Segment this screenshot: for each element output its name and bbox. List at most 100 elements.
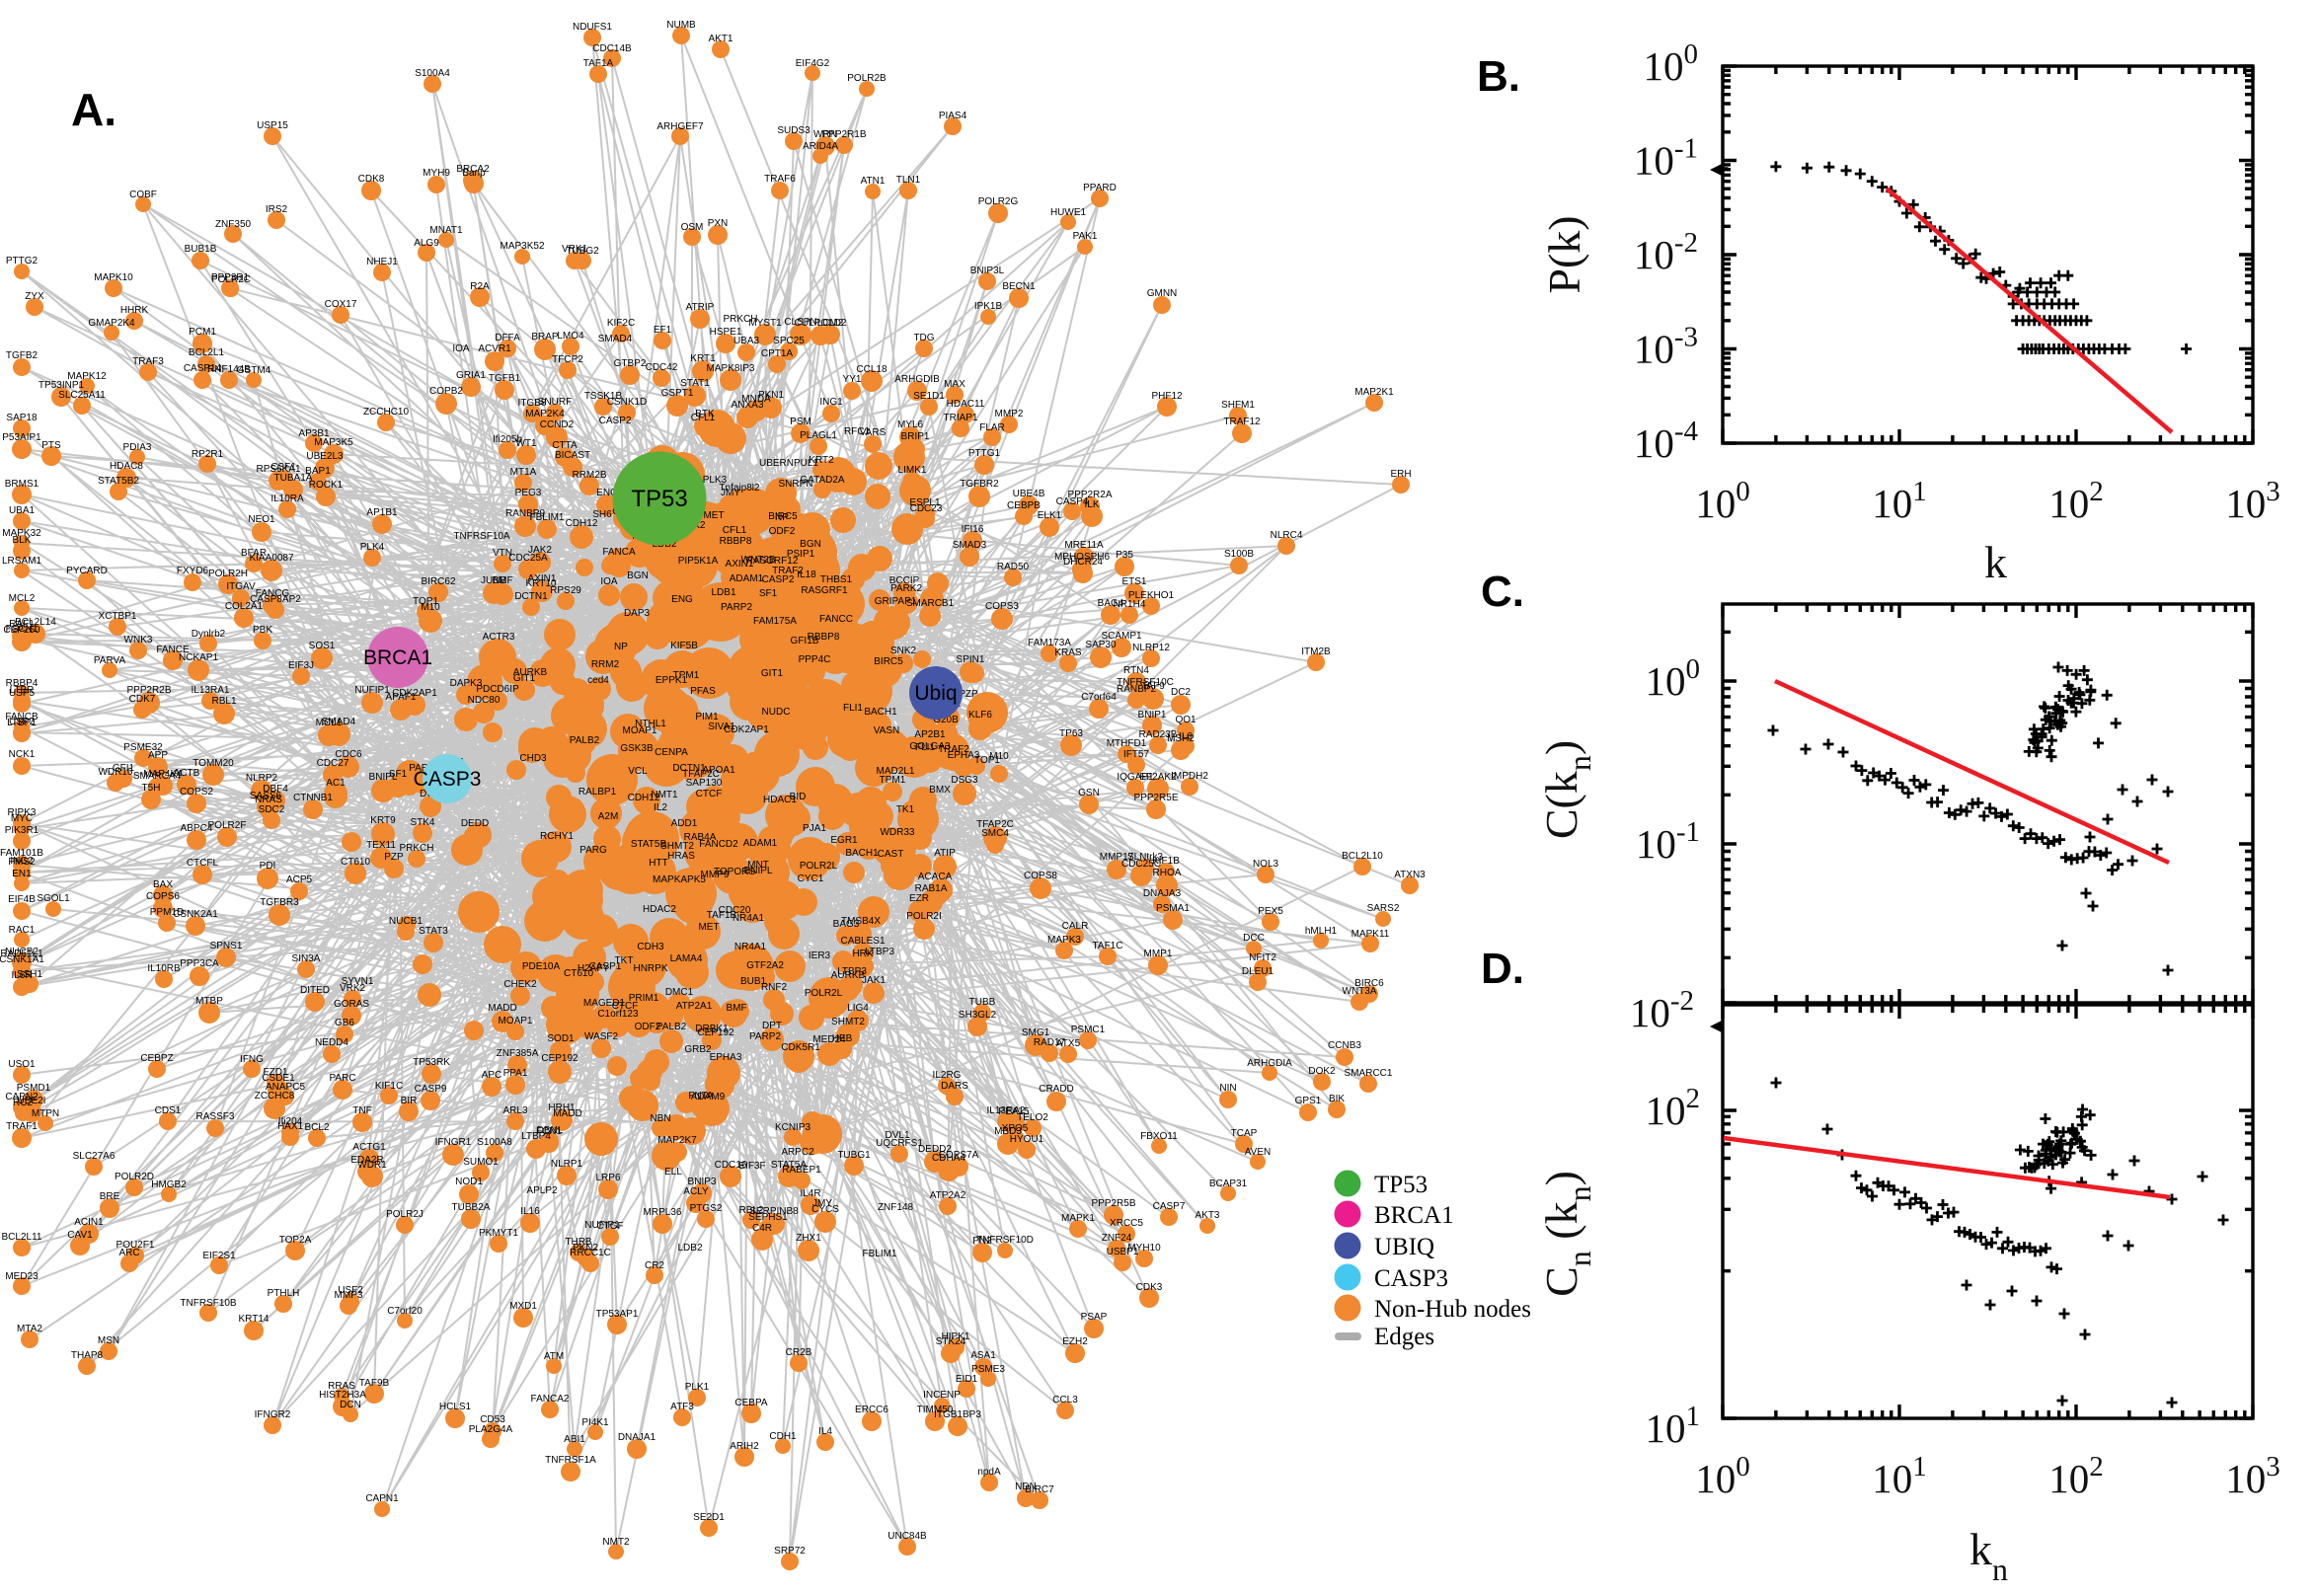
svg-text:BMF: BMF bbox=[726, 1003, 746, 1014]
svg-text:Dynlrb2: Dynlrb2 bbox=[192, 629, 226, 640]
svg-text:A.: A. bbox=[71, 84, 116, 135]
svg-text:NMT2: NMT2 bbox=[602, 1537, 630, 1548]
svg-text:KRAS: KRAS bbox=[1054, 647, 1082, 658]
svg-text:CCNB3: CCNB3 bbox=[1328, 1040, 1361, 1051]
svg-text:SOS1: SOS1 bbox=[309, 641, 336, 651]
svg-text:HYOU1: HYOU1 bbox=[1010, 1134, 1044, 1145]
svg-text:CFL1: CFL1 bbox=[691, 413, 716, 423]
svg-text:PBK: PBK bbox=[253, 625, 272, 636]
svg-text:IL13RA1: IL13RA1 bbox=[192, 685, 230, 696]
svg-text:CASP1: CASP1 bbox=[589, 961, 622, 972]
svg-text:TUBB: TUBB bbox=[969, 997, 996, 1008]
svg-text:UBA3: UBA3 bbox=[733, 336, 760, 346]
svg-text:C4R: C4R bbox=[752, 1223, 772, 1234]
svg-text:PKMYT1: PKMYT1 bbox=[479, 1228, 518, 1239]
svg-text:CR2: CR2 bbox=[645, 1260, 664, 1271]
svg-text:THRB: THRB bbox=[565, 1237, 592, 1248]
svg-text:PI4K1: PI4K1 bbox=[581, 1417, 609, 1428]
svg-text:WDR1: WDR1 bbox=[357, 1160, 387, 1171]
svg-text:USP2: USP2 bbox=[9, 717, 36, 727]
svg-text:PYCARD: PYCARD bbox=[66, 566, 108, 576]
svg-text:NUCB1: NUCB1 bbox=[389, 916, 423, 927]
svg-text:ERH: ERH bbox=[1390, 469, 1411, 480]
svg-text:MCL2: MCL2 bbox=[9, 593, 36, 604]
svg-text:LDB1: LDB1 bbox=[711, 587, 735, 598]
svg-text:RAB4A: RAB4A bbox=[684, 832, 717, 843]
svg-text:SPIN1: SPIN1 bbox=[957, 654, 985, 665]
svg-text:EIF4B: EIF4B bbox=[8, 894, 36, 905]
svg-text:MRPL36: MRPL36 bbox=[644, 1207, 682, 1218]
svg-text:SHFM1: SHFM1 bbox=[1221, 400, 1255, 411]
svg-text:MTPN: MTPN bbox=[32, 1108, 59, 1119]
svg-text:DARS: DARS bbox=[941, 1081, 968, 1092]
svg-text:DITED: DITED bbox=[300, 985, 330, 996]
svg-text:CFL1: CFL1 bbox=[723, 525, 747, 536]
svg-text:APLP2: APLP2 bbox=[526, 1185, 558, 1196]
svg-text:NTHL1: NTHL1 bbox=[635, 719, 666, 729]
svg-text:GSK3B: GSK3B bbox=[620, 743, 654, 754]
svg-text:FANCB: FANCB bbox=[5, 712, 39, 722]
svg-text:ITGB8: ITGB8 bbox=[518, 398, 547, 409]
svg-text:STAT1: STAT1 bbox=[680, 378, 710, 389]
svg-text:CT610: CT610 bbox=[564, 968, 593, 979]
svg-text:HIST2H3A: HIST2H3A bbox=[319, 1390, 366, 1401]
svg-text:101: 101 bbox=[1872, 1451, 1927, 1501]
svg-text:BIR: BIR bbox=[401, 1096, 418, 1106]
svg-text:MYL6: MYL6 bbox=[897, 419, 924, 430]
svg-text:RBL2: RBL2 bbox=[738, 1205, 763, 1216]
svg-text:CDC25C: CDC25C bbox=[1121, 859, 1161, 870]
svg-text:DCN: DCN bbox=[340, 1400, 361, 1410]
svg-text:PDIA3: PDIA3 bbox=[123, 442, 152, 453]
svg-text:TGFB1: TGFB1 bbox=[489, 373, 521, 384]
svg-text:DEDD2: DEDD2 bbox=[918, 1144, 952, 1155]
svg-text:PTTG2: PTTG2 bbox=[6, 256, 39, 266]
svg-text:CASP3: CASP3 bbox=[1374, 1265, 1448, 1292]
svg-text:HDAC1: HDAC1 bbox=[763, 795, 797, 805]
svg-text:NP: NP bbox=[614, 642, 628, 652]
svg-text:KRT1: KRT1 bbox=[690, 353, 716, 364]
svg-text:FANCG: FANCG bbox=[256, 588, 290, 599]
svg-text:NR4A1: NR4A1 bbox=[734, 942, 767, 952]
svg-text:PLK1: PLK1 bbox=[685, 1382, 710, 1393]
svg-text:Tnfaip8l2: Tnfaip8l2 bbox=[719, 483, 760, 494]
svg-text:IMPDH2: IMPDH2 bbox=[1171, 771, 1208, 782]
svg-text:YY1: YY1 bbox=[843, 374, 862, 385]
svg-text:MAD2L1: MAD2L1 bbox=[877, 766, 915, 777]
svg-text:C7orf20: C7orf20 bbox=[387, 1306, 423, 1317]
svg-text:NRAS: NRAS bbox=[255, 795, 282, 805]
svg-text:MET: MET bbox=[698, 922, 719, 933]
svg-text:ACTR3: ACTR3 bbox=[483, 632, 515, 643]
svg-text:PSAP: PSAP bbox=[1081, 1312, 1108, 1323]
svg-text:CD53: CD53 bbox=[480, 1414, 505, 1425]
svg-text:STAT5A: STAT5A bbox=[771, 1160, 808, 1171]
svg-text:HMGB2: HMGB2 bbox=[151, 1179, 187, 1190]
svg-text:LCM2: LCM2 bbox=[817, 318, 844, 329]
svg-text:SH6: SH6 bbox=[592, 509, 612, 520]
svg-text:ACIN1: ACIN1 bbox=[74, 1217, 104, 1228]
svg-text:EIF3J: EIF3J bbox=[288, 660, 314, 671]
svg-text:HRAS: HRAS bbox=[667, 851, 695, 862]
svg-text:RPS6KA1: RPS6KA1 bbox=[256, 464, 300, 475]
svg-text:AXIN1: AXIN1 bbox=[528, 573, 557, 584]
svg-text:NDC80: NDC80 bbox=[468, 695, 501, 706]
svg-text:ARHGDIB: ARHGDIB bbox=[894, 374, 940, 385]
svg-text:IL4: IL4 bbox=[818, 1426, 832, 1437]
svg-text:RANBP2: RANBP2 bbox=[1117, 684, 1156, 695]
svg-text:SIN3A: SIN3A bbox=[292, 953, 321, 964]
svg-text:QO1: QO1 bbox=[1175, 715, 1197, 725]
svg-text:IFI16: IFI16 bbox=[962, 524, 984, 535]
svg-text:RBL1: RBL1 bbox=[211, 696, 236, 707]
svg-text:TGFBR3: TGFBR3 bbox=[260, 897, 299, 908]
svg-text:RBBP4: RBBP4 bbox=[6, 678, 39, 689]
svg-text:VARS: VARS bbox=[860, 427, 887, 438]
svg-text:BCL2L1: BCL2L1 bbox=[189, 347, 225, 358]
svg-text:SRP72: SRP72 bbox=[774, 1546, 806, 1557]
svg-text:CDH3: CDH3 bbox=[637, 942, 664, 952]
svg-text:MRE11A: MRE11A bbox=[1064, 540, 1104, 551]
svg-text:NDUFS1: NDUFS1 bbox=[573, 22, 612, 33]
svg-text:HSPE1: HSPE1 bbox=[710, 327, 742, 338]
svg-text:POLR2F: POLR2F bbox=[208, 820, 247, 831]
svg-text:UBE2I: UBE2I bbox=[18, 1096, 46, 1106]
svg-text:NCKAP1: NCKAP1 bbox=[179, 652, 218, 663]
svg-text:CEP192: CEP192 bbox=[697, 1027, 734, 1038]
